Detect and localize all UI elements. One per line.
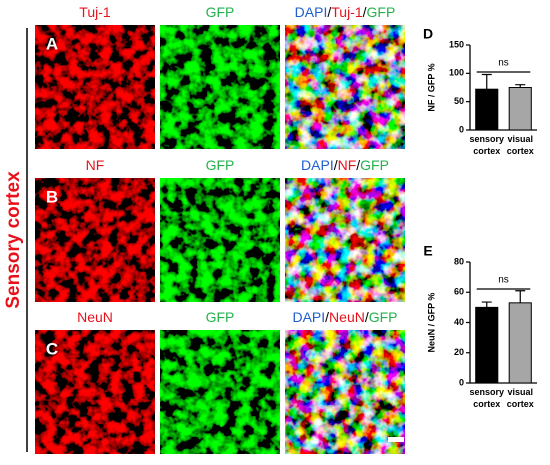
panel-header: GFP <box>206 4 235 20</box>
micrograph <box>285 25 405 149</box>
panel-letter: A <box>46 34 58 53</box>
header-part: / <box>327 4 331 20</box>
header-part: DAPI <box>301 157 334 173</box>
x-tick-label: sensory cortex <box>469 387 504 409</box>
panel-letter: E <box>423 243 432 259</box>
y-tick-label: 80 <box>454 256 464 266</box>
header-part: GFP <box>360 157 389 173</box>
bar <box>508 87 532 131</box>
y-axis-label: NF / GFP % <box>426 63 436 111</box>
x-tick-label: sensory cortex <box>469 134 504 156</box>
error-bar <box>481 73 492 90</box>
panel-header: Tuj-1 <box>79 4 111 20</box>
error-bar <box>515 290 526 303</box>
header-part: GFP <box>206 4 235 20</box>
micrograph <box>160 25 280 149</box>
header-part: / <box>365 309 369 325</box>
panel-letter: D <box>423 26 433 42</box>
panel-header: DAPI/Tuj-1/GFP <box>295 4 396 20</box>
scale-bar <box>388 437 404 442</box>
y-tick-label: 0 <box>459 124 464 134</box>
micrograph <box>35 178 155 302</box>
bar <box>475 88 499 131</box>
header-part: / <box>325 309 329 325</box>
y-tick-label: 0 <box>459 377 464 387</box>
panel-header: NF <box>86 157 105 173</box>
header-part: NeuN <box>77 309 113 325</box>
header-part: GFP <box>206 157 235 173</box>
header-part: NeuN <box>329 309 365 325</box>
header-part: / <box>334 157 338 173</box>
header-part: NF <box>338 157 357 173</box>
micrograph <box>160 330 280 454</box>
y-tick-label: 40 <box>454 317 464 327</box>
panel-header: DAPI/NF/GFP <box>301 157 389 173</box>
bar <box>475 306 499 384</box>
panel-header: GFP <box>206 157 235 173</box>
y-axis-label: NeuN / GFP % <box>426 293 436 353</box>
micrograph <box>35 25 155 149</box>
header-part: DAPI <box>295 4 328 20</box>
header-part: DAPI <box>292 309 325 325</box>
panel-header: NeuN <box>77 309 113 325</box>
y-tick-label: 20 <box>454 347 464 357</box>
y-tick-label: 60 <box>454 287 464 297</box>
header-part: GFP <box>367 4 396 20</box>
y-tick-label: 150 <box>449 39 464 49</box>
annotation: ns <box>498 58 509 69</box>
error-bar <box>515 84 526 88</box>
x-tick-label: visual cortex <box>507 387 534 409</box>
header-part: GFP <box>206 309 235 325</box>
micrograph <box>35 330 155 454</box>
panel-header: GFP <box>206 309 235 325</box>
micrograph <box>285 330 405 454</box>
error-bar <box>481 301 492 308</box>
header-part: Tuj-1 <box>331 4 363 20</box>
header-part: NF <box>86 157 105 173</box>
y-tick-label: 100 <box>449 68 464 78</box>
header-part: Tuj-1 <box>79 4 111 20</box>
annotation: ns <box>498 275 509 286</box>
header-part: GFP <box>369 309 398 325</box>
panel-letter: C <box>46 339 58 358</box>
micrograph <box>160 178 280 302</box>
panel-header: DAPI/NeuN/GFP <box>292 309 397 325</box>
micrograph <box>285 178 405 302</box>
header-part: / <box>356 157 360 173</box>
header-part: / <box>363 4 367 20</box>
bar <box>508 302 532 384</box>
x-tick-label: visual cortex <box>507 134 534 156</box>
y-tick-label: 50 <box>454 96 464 106</box>
panel-letter: B <box>46 187 58 206</box>
side-label: Sensory cortex <box>3 171 24 309</box>
